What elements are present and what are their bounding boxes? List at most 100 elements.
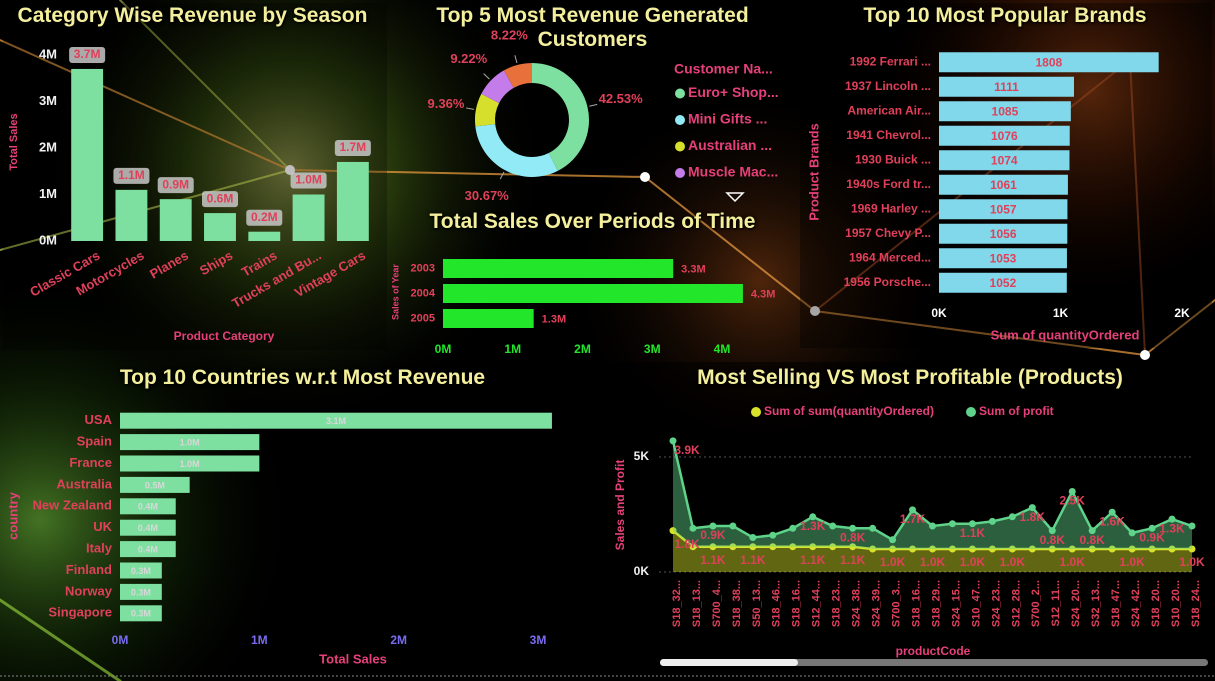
point xyxy=(709,522,717,530)
x-tick-label: 3M xyxy=(644,342,661,356)
y-tick-label: 2005 xyxy=(411,312,435,324)
chart-title-box: Category Wise Revenue by Season xyxy=(18,4,368,27)
y-tick-label: Italy xyxy=(86,541,113,556)
decor-line xyxy=(119,0,291,171)
data-label: 1053 xyxy=(990,251,1017,265)
x-tick-label: 4M xyxy=(714,342,731,356)
chart-title: Top 10 Countries w.r.t Most Revenue xyxy=(119,366,486,389)
bar xyxy=(939,101,1071,122)
data-label: 1.0M xyxy=(180,459,200,469)
chart-title: Most Selling VS Most Profitable (Product… xyxy=(697,366,1123,389)
bar xyxy=(115,189,148,241)
panel xyxy=(608,362,1212,672)
data-label: 0.8K xyxy=(840,530,866,544)
pie-slice xyxy=(503,63,532,88)
decor-line xyxy=(0,598,122,681)
point xyxy=(789,543,797,551)
x-tick-label: 1M xyxy=(251,633,268,647)
data-label: 1.8K xyxy=(674,537,700,551)
point xyxy=(709,543,717,551)
point xyxy=(1188,522,1196,530)
y-tick-label: 2003 xyxy=(411,262,435,274)
legend-scroll-arrow[interactable] xyxy=(725,192,745,203)
data-label: 0.3M xyxy=(131,609,151,619)
data-label: 0.4M xyxy=(138,544,158,554)
x-tick-label: S18_24... xyxy=(1190,580,1202,627)
scrollbar-thumb[interactable] xyxy=(660,659,798,666)
decor-dot xyxy=(1140,350,1150,360)
chart-title: Total Sales Over Periods of Time xyxy=(429,210,756,233)
point xyxy=(729,522,737,530)
point xyxy=(1108,508,1116,516)
y-tick-label: 0K xyxy=(634,564,650,578)
label-leader xyxy=(483,73,490,80)
bar xyxy=(939,272,1067,293)
x-tick-label: 2M xyxy=(574,342,591,356)
point xyxy=(968,545,976,553)
point xyxy=(689,524,697,532)
bar xyxy=(336,161,369,241)
axis-label: productCode xyxy=(896,644,971,658)
bar xyxy=(120,476,190,493)
bar xyxy=(120,434,260,451)
point xyxy=(729,543,737,551)
point xyxy=(1028,504,1036,512)
x-tick-label: S18_46... xyxy=(771,580,783,627)
x-tick-label: 2K xyxy=(1174,306,1190,320)
x-tick-label: 1K xyxy=(1053,306,1069,320)
legend-label: Sum of profit xyxy=(979,404,1054,418)
bar xyxy=(939,199,1068,220)
data-label: 1074 xyxy=(991,153,1018,167)
x-tick-label: S50_13... xyxy=(751,580,763,627)
x-tick-label: S18_32... xyxy=(671,580,683,627)
data-label-bg xyxy=(246,209,283,226)
point xyxy=(1148,524,1156,532)
data-label: 0.4M xyxy=(138,523,158,533)
data-label: 0.3M xyxy=(131,566,151,576)
legend-swatch xyxy=(966,407,976,417)
point xyxy=(849,524,857,532)
axis-label: Sum of quantityOrdered xyxy=(991,327,1140,342)
bar xyxy=(120,519,176,536)
data-label: 8.22% xyxy=(491,27,528,42)
x-tick-label: S24_39... xyxy=(871,580,883,627)
legend-label: Sum of sum(quantityOrdered) xyxy=(764,404,934,418)
point xyxy=(948,545,956,553)
data-label: 1.1M xyxy=(118,168,145,182)
legend-swatch xyxy=(751,407,761,417)
x-tick-label: S700_2... xyxy=(1030,580,1042,627)
point xyxy=(968,520,976,528)
data-label-bg xyxy=(202,191,238,208)
area xyxy=(673,440,1192,549)
decor-dot xyxy=(640,172,650,182)
axis-label: Sales and Profit xyxy=(613,460,627,551)
bar xyxy=(120,412,552,429)
point xyxy=(1128,529,1136,537)
data-label: 1111 xyxy=(994,80,1019,94)
y-tick-label: 0M xyxy=(39,232,57,247)
data-label: 1.1K xyxy=(700,553,726,567)
x-tick-label: S32_13... xyxy=(1090,580,1102,627)
point xyxy=(869,524,877,532)
y-tick-label: Spain xyxy=(77,434,112,449)
bar xyxy=(939,52,1159,73)
point xyxy=(1008,545,1016,553)
data-label: 1.0M xyxy=(295,173,322,187)
bar xyxy=(120,562,162,579)
bar xyxy=(248,231,281,241)
point xyxy=(809,513,817,521)
point xyxy=(669,527,677,535)
pie-slice xyxy=(475,124,558,177)
label-leader xyxy=(514,55,518,64)
data-label: 1052 xyxy=(990,276,1017,290)
data-label: 0.2M xyxy=(251,210,278,224)
data-label-bg xyxy=(157,177,194,194)
bar xyxy=(939,248,1067,269)
chart-title: Top 10 Most Popular Brands xyxy=(863,4,1147,27)
bar xyxy=(120,583,162,600)
y-tick-label: American Air... xyxy=(847,103,931,117)
x-tick-label: S24_23... xyxy=(990,580,1002,627)
data-label: 1.1K xyxy=(740,553,766,567)
y-tick-label: 1937 Lincoln ... xyxy=(845,79,931,93)
point xyxy=(789,524,797,532)
